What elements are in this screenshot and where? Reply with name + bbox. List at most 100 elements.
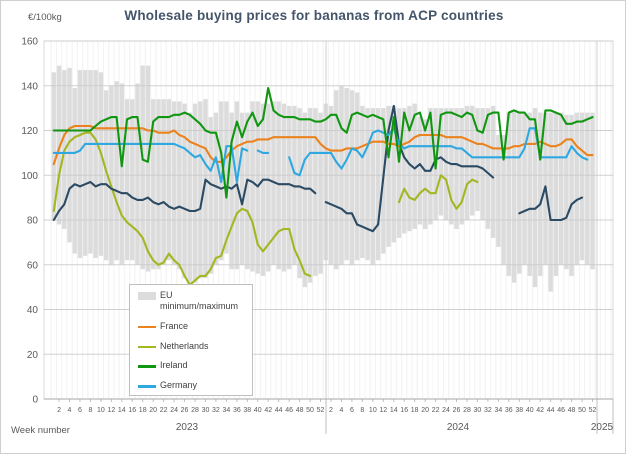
x-tick-label: 18	[139, 407, 147, 414]
band-week	[579, 112, 585, 261]
band-week	[197, 101, 204, 279]
band-week	[349, 90, 355, 265]
band-week	[438, 108, 444, 216]
band-week	[401, 108, 408, 234]
band-week	[448, 108, 455, 225]
band-week	[521, 112, 528, 265]
y-axis-unit-label: €/100kg	[28, 12, 62, 23]
x-tick-label: 20	[149, 407, 157, 414]
x-tick-label: 22	[432, 407, 440, 414]
band-week	[584, 112, 591, 265]
x-tick-label: 6	[78, 407, 82, 414]
band-week	[161, 99, 167, 265]
band-week	[396, 108, 402, 238]
band-week	[532, 108, 538, 288]
year-separators	[325, 41, 614, 434]
band-week	[558, 112, 565, 265]
series-line-Netherlands	[52, 131, 479, 286]
band-week	[72, 87, 78, 254]
band-week	[297, 108, 303, 279]
legend-line-swatch	[138, 385, 156, 388]
year-label: 2025	[591, 422, 614, 433]
band-week	[333, 90, 340, 270]
band-week	[391, 105, 397, 243]
band-week	[516, 112, 523, 274]
band-week	[56, 65, 62, 225]
y-tick-label: 40	[27, 305, 39, 316]
x-tick-label: 4	[339, 407, 343, 414]
x-tick-label: 42	[536, 407, 544, 414]
legend-item-france: France	[138, 321, 244, 332]
band-week	[140, 65, 146, 270]
x-tick-label: 40	[254, 407, 262, 414]
band-week	[187, 112, 193, 288]
band-week	[82, 70, 89, 256]
band-week	[291, 105, 298, 265]
band-week	[202, 99, 209, 279]
legend-label: Germany	[160, 380, 198, 391]
x-tick-label: 50	[306, 407, 314, 414]
x-tick-label: 26	[453, 407, 461, 414]
band-week	[181, 103, 188, 279]
series-line-unlabeled-dark-blue	[52, 104, 584, 233]
x-tick-label: 24	[442, 407, 450, 414]
x-tick-label: 28	[191, 407, 199, 414]
band-week	[229, 112, 235, 270]
band-week	[385, 105, 392, 247]
band-week	[276, 101, 282, 270]
x-tick-label: 18	[411, 407, 419, 414]
y-tick-label: 100	[21, 171, 38, 182]
band-week	[422, 119, 429, 229]
year-label: 2023	[176, 422, 199, 433]
band-week	[474, 108, 481, 212]
band-week	[365, 108, 371, 261]
y-tick-label: 20	[27, 350, 39, 361]
y-tick-label: 120	[21, 126, 38, 137]
band-week	[87, 70, 94, 254]
x-tick-label: 44	[547, 407, 555, 414]
band-week	[506, 112, 512, 276]
band-week	[213, 112, 219, 265]
legend-item-ireland: Ireland	[138, 360, 244, 371]
legend-item-eu: EU minimum/maximum	[138, 290, 244, 312]
series-path	[52, 104, 584, 233]
y-tick-label: 140	[21, 81, 38, 92]
legend-band-swatch	[138, 292, 156, 300]
x-tick-label: 52	[317, 407, 325, 414]
x-tick-label: 2	[57, 407, 61, 414]
band-week	[244, 112, 251, 270]
legend-line-swatch	[138, 345, 156, 348]
band-week	[328, 105, 334, 265]
x-tick-label: 14	[118, 407, 126, 414]
x-tick-label: 28	[463, 407, 471, 414]
band-week	[150, 99, 157, 270]
band-week	[406, 105, 413, 232]
band-week	[171, 101, 178, 265]
x-tick-label: 34	[494, 407, 502, 414]
band-week	[134, 83, 141, 265]
x-tick-label: 30	[474, 407, 482, 414]
band-week	[563, 114, 570, 270]
legend-line-swatch	[138, 325, 156, 329]
band-week	[51, 72, 57, 220]
x-tick-label: 48	[568, 407, 576, 414]
band-week	[537, 112, 544, 276]
x-tick-label: 36	[505, 407, 513, 414]
band-week	[208, 117, 214, 274]
legend-label: France	[160, 320, 189, 331]
series-path	[52, 131, 479, 286]
band-week	[77, 70, 83, 259]
x-tick-label: 52	[589, 407, 597, 414]
band-week	[93, 70, 99, 259]
y-tick-label: 80	[27, 216, 39, 227]
x-tick-label: 38	[515, 407, 523, 414]
x-tick-label: 6	[350, 407, 354, 414]
y-tick-label: 160	[21, 37, 38, 48]
band-week	[443, 108, 449, 220]
band-week	[375, 108, 381, 261]
band-week	[453, 108, 460, 229]
x-tick-label: 26	[181, 407, 189, 414]
band-week	[354, 92, 361, 261]
band-week	[124, 99, 130, 261]
